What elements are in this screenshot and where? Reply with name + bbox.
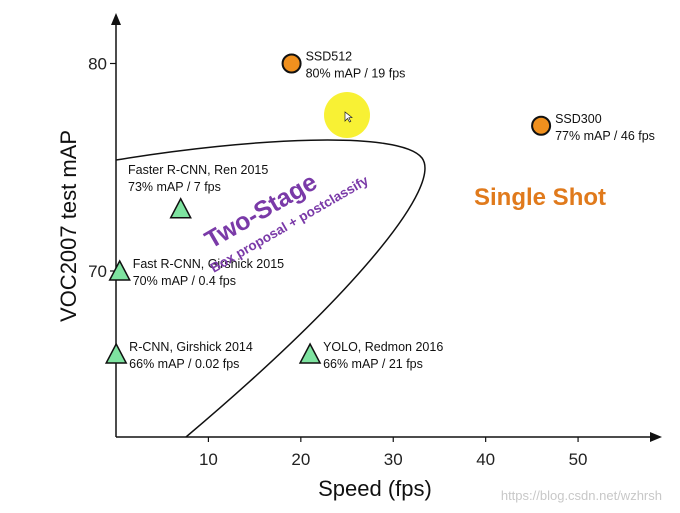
triangle-marker [108,259,131,281]
y-axis-label: VOC2007 test mAP [56,130,81,322]
x-tick-label: 40 [476,450,495,469]
x-axis-ticks: 10 20 30 40 50 [199,437,588,469]
x-tick-label: 30 [384,450,403,469]
cursor-highlight [324,92,370,138]
x-axis-label: Speed (fps) [318,476,432,501]
point-name-label: SSD300 [555,112,602,126]
single-shot-label: Single Shot [474,184,606,211]
point-name-label: Fast R-CNN, Girshick 2015 [133,257,284,271]
circle-marker [531,115,552,136]
point-name-label: R-CNN, Girshick 2014 [129,340,253,354]
data-point: Faster R-CNN, Ren 2015 73% mAP / 7 fps [128,163,268,219]
x-tick-label: 50 [569,450,588,469]
point-detail-label: 73% mAP / 7 fps [128,180,221,194]
data-point: YOLO, Redmon 2016 66% mAP / 21 fps [298,340,443,371]
point-detail-label: 66% mAP / 0.02 fps [129,357,239,371]
data-point: Fast R-CNN, Girshick 2015 70% mAP / 0.4 f… [108,257,284,288]
triangle-marker [169,197,192,219]
x-tick-label: 20 [291,450,310,469]
point-detail-label: 66% mAP / 21 fps [323,357,423,371]
data-point: SSD512 80% mAP / 19 fps [281,50,406,81]
point-name-label: Faster R-CNN, Ren 2015 [128,163,268,177]
point-detail-label: 70% mAP / 0.4 fps [133,274,236,288]
triangle-marker [298,342,322,364]
circle-marker [281,53,302,74]
y-axis-ticks: 70 80 [88,55,116,281]
point-name-label: YOLO, Redmon 2016 [323,340,443,354]
y-tick-label: 70 [88,262,107,281]
point-detail-label: 80% mAP / 19 fps [306,67,406,81]
two-stage-boundary [115,139,426,438]
watermark: https://blog.csdn.net/wzhrsh [501,488,662,503]
triangle-marker [104,342,128,364]
data-point: R-CNN, Girshick 2014 66% mAP / 0.02 fps [104,340,253,371]
point-detail-label: 77% mAP / 46 fps [555,129,655,143]
data-point: SSD300 77% mAP / 46 fps [531,112,655,143]
point-name-label: SSD512 [306,50,353,64]
y-tick-label: 80 [88,55,107,74]
x-tick-label: 10 [199,450,218,469]
axes [111,13,662,442]
